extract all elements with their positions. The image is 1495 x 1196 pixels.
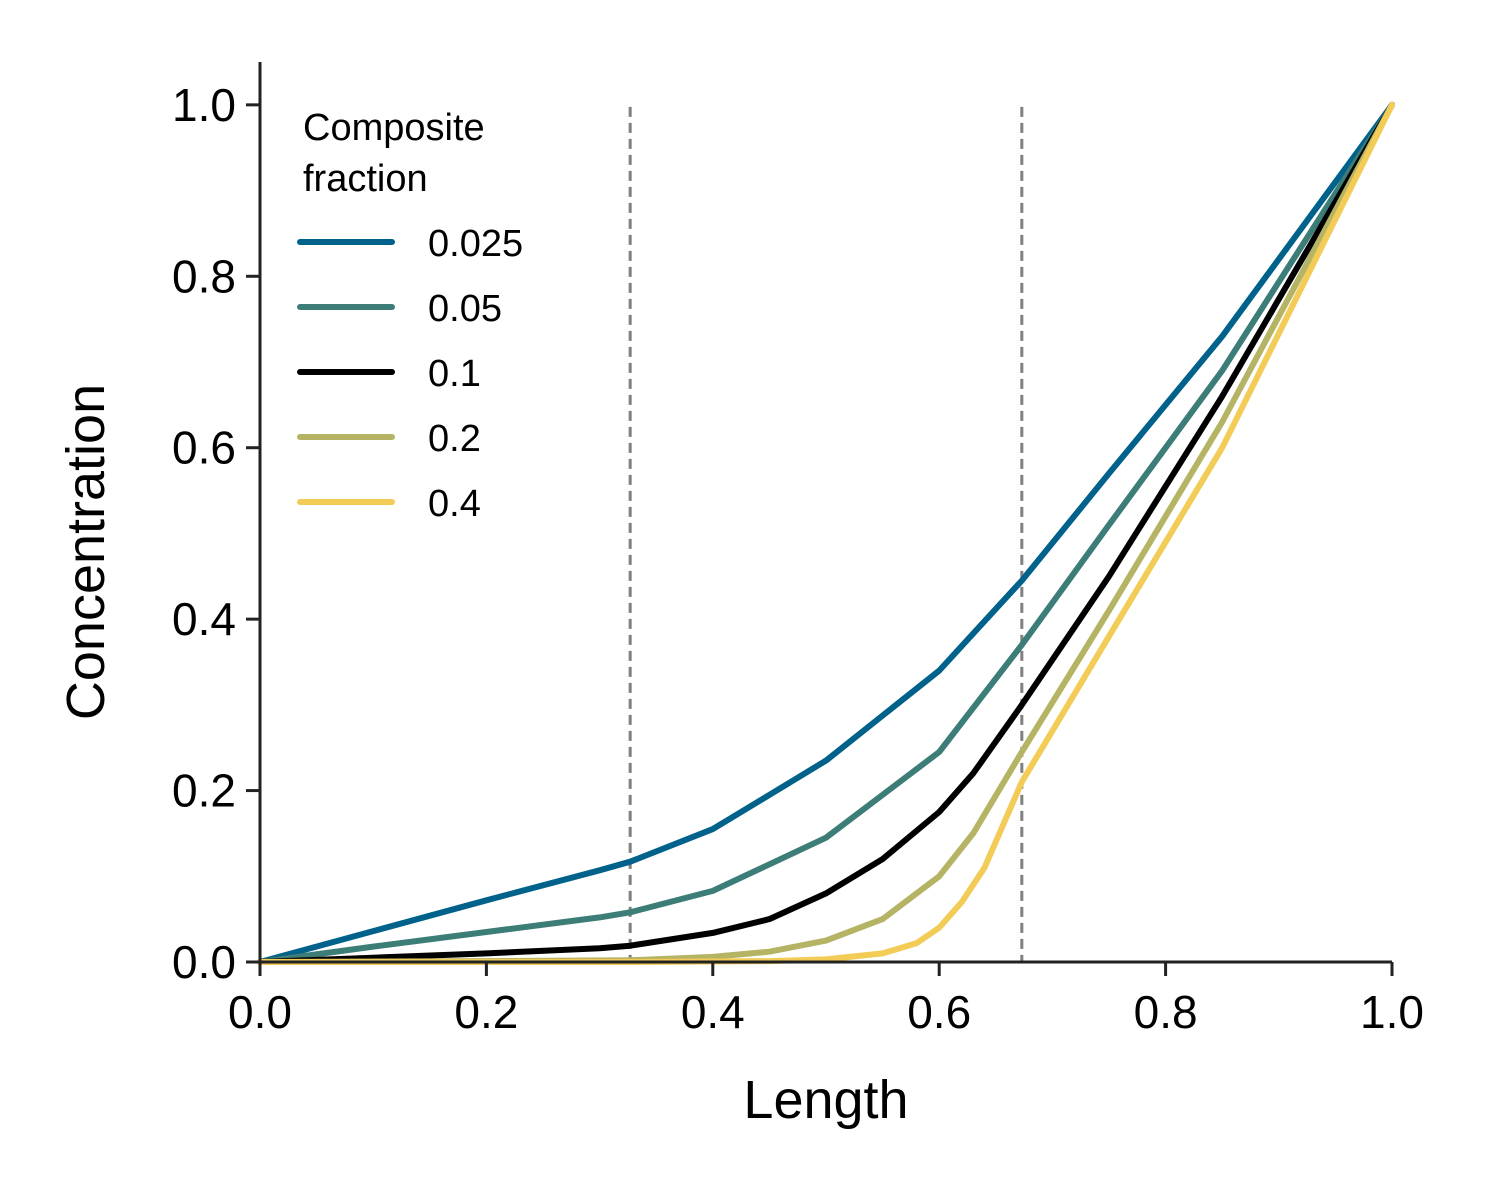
y-tick-label: 0.4 [172, 593, 236, 645]
legend-label: 0.4 [428, 483, 481, 525]
legend-title-line2: fraction [303, 158, 428, 200]
ticks: 0.0 0.2 0.4 0.6 0.8 1.0 0.0 0.2 0.4 0.6 0.8 1.0 [172, 79, 1424, 1038]
series-line-0.05 [257, 101, 1395, 965]
y-tick-label: 0.8 [172, 250, 236, 302]
legend-title-line1: Composite [303, 107, 485, 149]
y-tick-label: 0.6 [172, 422, 236, 474]
x-tick-label: 0.6 [907, 986, 971, 1038]
series-lines [257, 101, 1395, 965]
x-axis-title: Length [743, 1070, 908, 1130]
y-tick-label: 0.2 [172, 765, 236, 817]
reference-lines [628, 106, 1024, 962]
x-tick-label: 0.0 [228, 986, 292, 1038]
legend-entries: 0.025 0.05 0.1 0.2 0.4 [297, 223, 523, 525]
series-line-0.1 [257, 101, 1395, 965]
series-line-0.025 [257, 101, 1395, 965]
y-tick-label: 0.0 [172, 936, 236, 988]
x-tick-label: 1.0 [1360, 986, 1424, 1038]
y-tick-label: 1.0 [172, 79, 236, 131]
legend-label: 0.025 [428, 223, 523, 265]
x-tick-label: 0.2 [454, 986, 518, 1038]
legend-label: 0.05 [428, 288, 502, 330]
legend: Composite fraction 0.025 0.05 0.1 0.2 0.4 [297, 107, 523, 525]
legend-label: 0.1 [428, 353, 481, 395]
x-tick-label: 0.8 [1134, 986, 1198, 1038]
y-axis-title: Concentration [56, 384, 116, 720]
x-tick-label: 0.4 [681, 986, 745, 1038]
legend-label: 0.2 [428, 418, 481, 460]
axes [258, 62, 1392, 964]
